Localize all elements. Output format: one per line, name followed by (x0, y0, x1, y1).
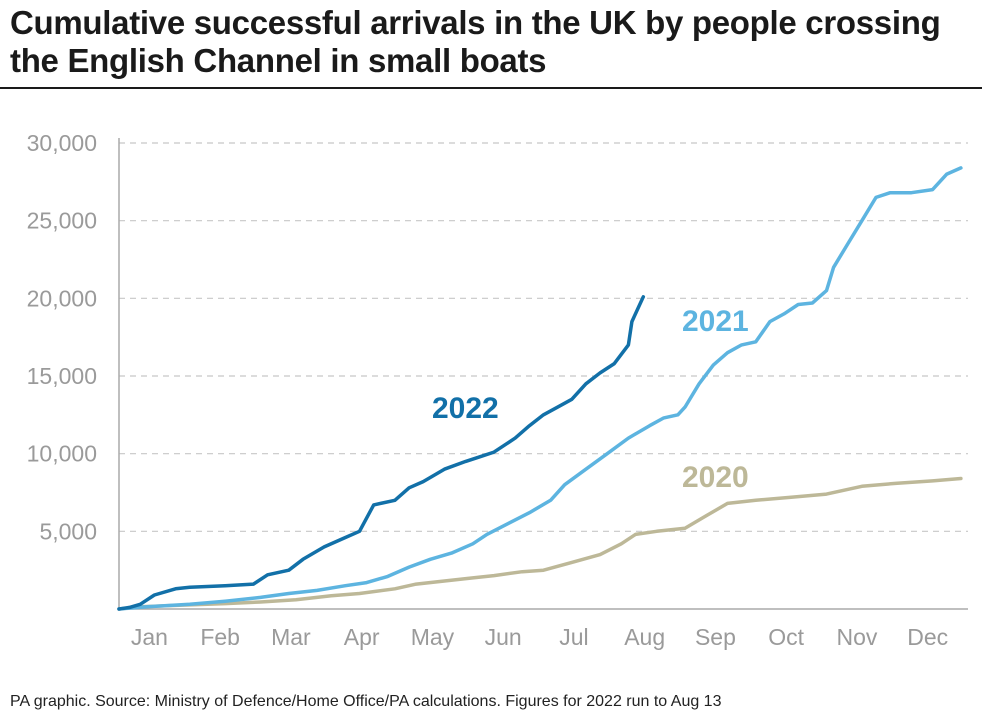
x-tick-label: Nov (836, 624, 877, 650)
title-divider (0, 87, 982, 89)
y-tick-label: 30,000 (27, 130, 97, 156)
y-tick-label: 15,000 (27, 363, 97, 389)
gridlines (119, 142, 968, 532)
line-chart: 5,000 10,000 15,000 20,000 25,000 30,000 Jan Fe… (27, 130, 968, 650)
y-tick-label: 20,000 (27, 285, 97, 311)
x-tick-label: Oct (768, 624, 804, 650)
series-line-2020 (117, 476, 963, 611)
series-line-2022 (117, 295, 646, 611)
x-tick-label: Mar (271, 624, 311, 650)
series-labels: 2022 2021 2020 (432, 305, 749, 494)
x-tick-label: Jul (559, 624, 588, 650)
x-tick-label: Feb (200, 624, 240, 650)
y-tick-label: 25,000 (27, 208, 97, 234)
y-tick-label: 10,000 (27, 441, 97, 467)
series-label-2020: 2020 (682, 461, 749, 494)
series-lines (117, 166, 963, 611)
series-line-2021 (117, 166, 963, 611)
x-tick-label: Sep (695, 624, 736, 650)
x-tick-label: Jun (485, 624, 522, 650)
chart-title: Cumulative successful arrivals in the UK… (10, 4, 941, 79)
x-tick-label: Jan (131, 624, 168, 650)
x-tick-label: May (411, 624, 455, 650)
y-tick-label: 5,000 (39, 518, 97, 544)
source-note: PA graphic. Source: Ministry of Defence/… (10, 693, 722, 710)
x-tick-label: Aug (624, 624, 665, 650)
series-label-2022: 2022 (432, 392, 499, 425)
x-tick-label: Dec (907, 624, 948, 650)
axes: 5,000 10,000 15,000 20,000 25,000 30,000 Jan Fe… (27, 130, 968, 650)
x-tick-label: Apr (344, 624, 380, 650)
series-label-2021: 2021 (682, 305, 749, 338)
